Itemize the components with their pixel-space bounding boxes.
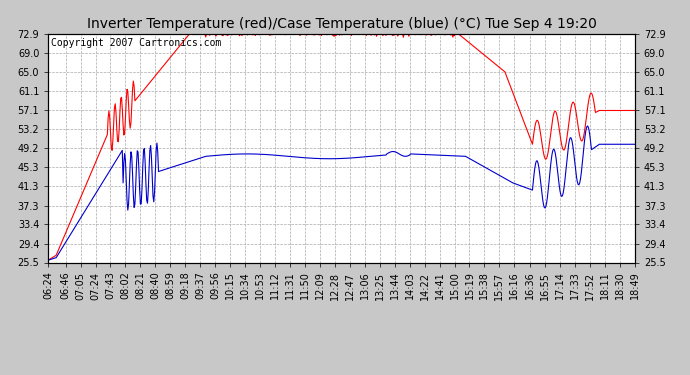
Text: Copyright 2007 Cartronics.com: Copyright 2007 Cartronics.com — [51, 38, 221, 48]
Title: Inverter Temperature (red)/Case Temperature (blue) (°C) Tue Sep 4 19:20: Inverter Temperature (red)/Case Temperat… — [87, 17, 596, 31]
